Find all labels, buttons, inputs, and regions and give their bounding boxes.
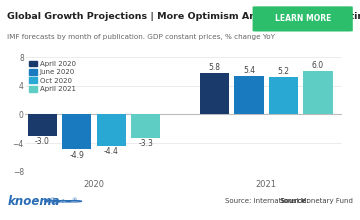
Text: Source: International Monetary Fund: Source: International Monetary Fund xyxy=(225,198,353,204)
Text: 2021: 2021 xyxy=(256,180,277,189)
Text: knoema: knoema xyxy=(7,195,60,208)
Text: IMF forecasts by month of publication. GDP constant prices, % change YoY: IMF forecasts by month of publication. G… xyxy=(7,34,275,40)
Text: LEARN MORE: LEARN MORE xyxy=(275,15,331,23)
Text: Source:: Source: xyxy=(279,198,309,204)
Text: 2020: 2020 xyxy=(84,180,104,189)
Text: Global Growth Projections | More Optimism Amidst New Fiscal Stimulus: Global Growth Projections | More Optimis… xyxy=(7,12,360,21)
Text: -4.4: -4.4 xyxy=(104,147,119,156)
Text: 5.4: 5.4 xyxy=(243,66,255,75)
Text: 6.0: 6.0 xyxy=(312,61,324,70)
Text: -3.3: -3.3 xyxy=(138,139,153,148)
Text: f: f xyxy=(62,199,64,204)
Bar xyxy=(200,73,229,114)
Bar xyxy=(28,114,57,136)
Text: -4.9: -4.9 xyxy=(69,150,84,160)
Legend: April 2020, June 2020, Oct 2020, April 2021: April 2020, June 2020, Oct 2020, April 2… xyxy=(29,61,76,92)
Text: ®: ® xyxy=(71,199,77,204)
Bar xyxy=(303,72,333,114)
Bar xyxy=(269,77,298,114)
Bar xyxy=(96,114,126,146)
Text: 5.2: 5.2 xyxy=(278,67,289,76)
Bar xyxy=(234,76,264,114)
Text: ©: © xyxy=(49,199,55,204)
Bar xyxy=(62,114,91,149)
Text: -3.0: -3.0 xyxy=(35,137,50,146)
Bar xyxy=(131,114,160,138)
Text: 5.8: 5.8 xyxy=(208,63,221,72)
FancyBboxPatch shape xyxy=(253,6,353,31)
